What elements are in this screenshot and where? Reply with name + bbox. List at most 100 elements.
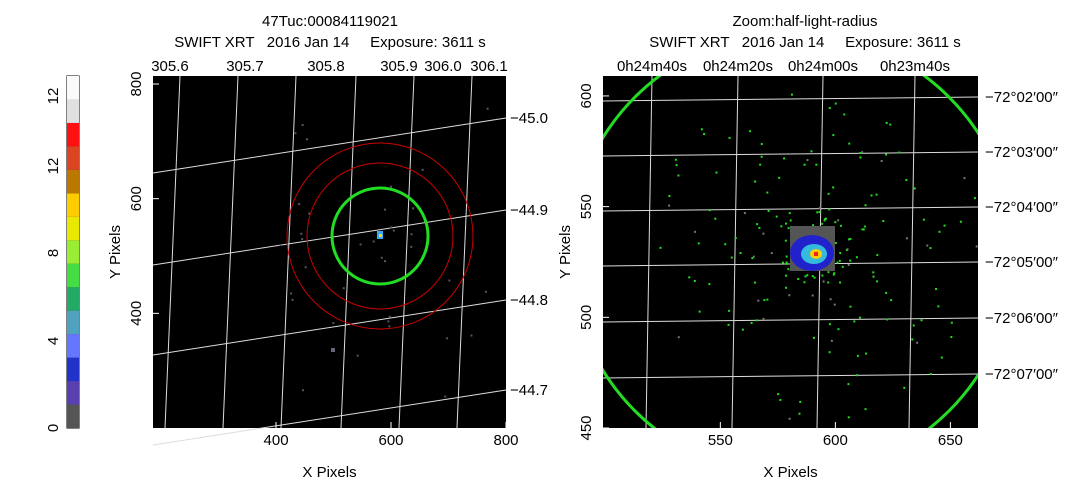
right-tick-label: −44.7 (510, 382, 548, 399)
photon (728, 309, 731, 312)
photon (806, 274, 809, 277)
photon (903, 386, 906, 389)
photon (421, 168, 424, 171)
photon (787, 268, 790, 271)
photon (812, 224, 815, 227)
top-tick-label: 0h24m20s (703, 58, 773, 75)
photon (963, 177, 966, 180)
colorbar-segment (67, 240, 79, 264)
circle (330, 186, 430, 286)
photon (872, 275, 875, 278)
photon (688, 276, 691, 279)
photon (898, 151, 901, 154)
top-tick-label: 305.6 (151, 58, 189, 75)
photon (849, 305, 852, 308)
grid-line (164, 75, 181, 429)
colorbar-segment (67, 76, 79, 100)
photon (849, 259, 852, 262)
photon (926, 244, 929, 247)
photon (839, 224, 842, 227)
photon (929, 373, 932, 376)
source (331, 348, 335, 352)
y-tick-label: 600 (128, 186, 145, 211)
photon (861, 228, 864, 231)
photon (743, 212, 746, 215)
photon (940, 356, 943, 359)
colorbar-label: 4 (45, 337, 62, 345)
photon (862, 228, 865, 231)
grid-line (152, 209, 507, 266)
photon (838, 259, 841, 262)
photon (470, 334, 473, 337)
photon (913, 187, 916, 190)
photon (922, 218, 925, 221)
photon (779, 398, 782, 401)
photon (818, 211, 821, 214)
circle (286, 142, 474, 330)
right-tick-label: −72°03′00″ (985, 144, 1059, 161)
colorbar-segment (67, 357, 79, 382)
photon (659, 246, 662, 249)
photon (788, 294, 791, 297)
photon (390, 226, 393, 229)
photon (837, 328, 840, 331)
x-tick-label: 650 (938, 432, 963, 449)
photon (294, 132, 297, 135)
subtitle: SWIFT XRT 2016 Jan 14 Exposure: 3611 s (649, 34, 961, 51)
grid-line (222, 75, 239, 429)
photon (410, 245, 413, 248)
grid-line (602, 151, 979, 157)
colorbar-segment (67, 216, 79, 241)
grid-line (602, 317, 979, 323)
photon (758, 226, 761, 229)
photon (760, 143, 763, 146)
photon (486, 107, 489, 110)
source (379, 234, 382, 237)
photon (668, 204, 671, 207)
photon (750, 321, 753, 324)
photon (697, 242, 700, 245)
y-tick-label: 800 (128, 72, 145, 97)
colorbar-label: 12 (45, 158, 62, 175)
photon (767, 209, 770, 212)
photon (848, 238, 851, 241)
photon (916, 341, 919, 344)
photon (787, 227, 790, 230)
photon (789, 219, 792, 222)
x-axis-label: X Pixels (763, 464, 817, 481)
photon (975, 245, 978, 248)
photon (839, 281, 842, 284)
photon (833, 303, 836, 306)
grid-line (398, 75, 415, 429)
photon (412, 207, 415, 210)
photon (741, 328, 744, 331)
photon (668, 194, 671, 197)
colorbar-segment (67, 169, 79, 194)
photon (308, 212, 311, 215)
colorbar-label: 12 (45, 88, 62, 105)
right-tick-label: −72°06′00″ (985, 310, 1059, 327)
photon (803, 281, 806, 284)
photon (834, 221, 837, 224)
photon (727, 323, 730, 326)
grid-line (152, 117, 507, 174)
photon (905, 237, 908, 240)
photon (856, 354, 859, 357)
top-tick-label: 305.8 (307, 58, 345, 75)
photon (342, 287, 345, 290)
photon (799, 400, 802, 403)
photon (827, 192, 830, 195)
photon (859, 152, 862, 155)
photon (847, 416, 850, 419)
photon (392, 229, 395, 232)
photon (855, 256, 858, 259)
photon (715, 171, 718, 174)
photon (973, 197, 976, 200)
colorbar: 0 4 8 12 12 (45, 75, 80, 432)
photon (448, 279, 451, 282)
y-axis-label: Y Pixels (557, 225, 574, 279)
photon (950, 321, 953, 324)
photon (356, 354, 359, 357)
photon (865, 352, 868, 355)
image-panel (153, 76, 506, 428)
